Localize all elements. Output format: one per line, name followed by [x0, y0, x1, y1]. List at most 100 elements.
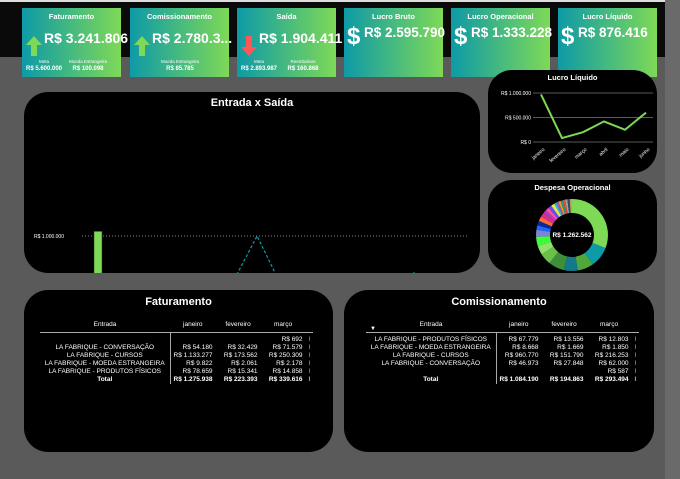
table-title: Comissionamento: [451, 296, 547, 308]
x-tick-label: fevereiro: [549, 147, 568, 164]
donut-slice: [575, 252, 593, 271]
comissionamento-table: Entrada janeiro fevereiro março LA FABRIQUE …: [366, 321, 640, 384]
table-row: LA FABRIQUE - CURSOS R$ 960.770 R$ 151.790…: [366, 351, 639, 360]
donut-slice: [545, 207, 558, 220]
table-row: LA FABRIQUE - CONVERSAÇÃO R$ 46.973 R$ 27.…: [366, 359, 639, 368]
kpi-sub-label: Moeda Estrangeira: [160, 59, 200, 64]
lucro-liquido-panel: Lucro Líquido R$ 1.000.000 R$ 500.000 R$ 0…: [488, 70, 657, 173]
comissionamento-panel: Comissionamento ▼ Entrada janeiro fevereir…: [344, 290, 654, 452]
cell-value: R$ 71.579: [272, 343, 303, 351]
row-label: [40, 335, 171, 344]
column-header[interactable]: março: [586, 321, 632, 333]
donut-slice: [549, 252, 568, 271]
cell-value: [170, 336, 216, 344]
donut-slice: [554, 202, 563, 216]
column-header[interactable]: março: [260, 321, 306, 333]
donut-slice: [558, 200, 565, 215]
donut-slice: [541, 246, 559, 263]
table-row: LA FABRIQUE - PRODUTOS FÍSICOS R$ 67.779 R…: [366, 335, 639, 344]
kpi-title: Comissionamento: [146, 12, 212, 21]
cell-value: R$ 9.822: [186, 359, 213, 367]
cell-value: R$ 339.616: [268, 375, 303, 383]
donut-slice: [563, 256, 578, 271]
cell-value: R$ 15.341: [227, 367, 258, 375]
cell-value: R$ 46.973: [508, 359, 539, 367]
kpi-sub-value: R$ 5.600.000: [25, 66, 63, 72]
table-row: LA FABRIQUE - PRODUTOS FÍSICOS R$ 78.659 R…: [40, 367, 313, 376]
donut-slice: [543, 210, 557, 222]
chart-title: Lucro Líquido: [547, 73, 598, 82]
arrow-up-icon: [26, 36, 42, 56]
arrow-down-icon: [241, 36, 257, 56]
kpi-value: R$ 2.595.790: [364, 25, 446, 40]
cell-value: R$ 27.848: [553, 359, 584, 367]
row-label: LA FABRIQUE - PRODUTOS FÍSICOS: [366, 335, 497, 344]
column-header[interactable]: Entrada: [366, 321, 496, 333]
scrollbar-strip: [665, 0, 680, 479]
kpi-title: Saída: [276, 12, 297, 21]
arrow-up-icon: [134, 36, 150, 56]
cell-value: R$ 1.669: [557, 343, 584, 351]
donut-slice: [572, 199, 608, 249]
kpi-sub-value: R$ 100.098: [72, 66, 104, 72]
cell-value: R$ 67.779: [508, 335, 539, 343]
donut-slice: [569, 199, 572, 214]
dollar-icon: $: [561, 23, 575, 50]
y-tick-label: R$ 500.000: [505, 116, 531, 122]
cell-value: [216, 336, 261, 344]
donut-slice: [541, 212, 555, 224]
cell-value: R$ 14.858: [272, 367, 303, 375]
cell-value: R$ 1.850: [602, 343, 629, 351]
faturamento-table: Entrada janeiro fevereiro março R$ 692 I LA FA…: [40, 321, 314, 384]
lucro-line: [540, 94, 647, 140]
x-tick-label: abril: [598, 147, 609, 158]
column-header[interactable]: fevereiro: [541, 321, 587, 333]
row-label: LA FABRIQUE - PRODUTOS FÍSICOS: [40, 367, 171, 376]
x-tick-label: janeiro: [530, 147, 546, 162]
dollar-icon: $: [454, 23, 468, 50]
cell-value: R$ 587: [607, 367, 629, 375]
cell-value: R$ 62.000: [598, 359, 629, 367]
donut-slice: [562, 199, 568, 214]
column-header[interactable]: janeiro: [496, 321, 542, 333]
kpi-sub-label: Meta: [38, 59, 49, 64]
kpi-sub-label: Meta: [253, 59, 264, 64]
cell-value: [496, 368, 542, 376]
table-row: LA FABRIQUE - CURSOS R$ 1.133.277 R$ 173.5…: [40, 351, 313, 360]
kpi-sub-value: R$ 2.893.987: [240, 66, 278, 72]
dollar-icon: $: [347, 23, 361, 50]
donut-slice: [537, 220, 552, 230]
y-tick-label: R$ 1.000.000: [34, 234, 64, 240]
row-label: Total: [40, 375, 171, 384]
kpi-sub-value: R$ 85.785: [166, 66, 194, 72]
cell-value: R$ 32.429: [227, 343, 258, 351]
table-row: Total R$ 1.275.938 R$ 223.393 R$ 339.616 I: [40, 375, 313, 384]
x-tick-label: maio: [618, 147, 630, 159]
row-label: Total: [366, 375, 497, 384]
despesa-donut-chart: R$ 1.262.562: [536, 199, 608, 271]
donut-slice: [556, 201, 564, 216]
kpi-card-0: Faturamento R$ 3.241.806 Meta R$ 5.600.000 M…: [22, 8, 128, 77]
donut-slice: [548, 205, 560, 219]
kpi-card-1: Comissionamento R$ 2.780.3... Moeda Estran…: [130, 8, 233, 77]
column-header[interactable]: Entrada: [40, 321, 170, 333]
cell-value: R$ 960.770: [504, 351, 539, 359]
kpi-sub-label: Moeda Estrangeira: [68, 59, 108, 64]
cell-value: R$ 1.084.190: [499, 375, 539, 383]
column-header[interactable]: janeiro: [170, 321, 216, 333]
row-label: LA FABRIQUE - CONVERSAÇÃO: [40, 343, 171, 352]
cell-value: R$ 78.659: [182, 367, 213, 375]
row-label: LA FABRIQUE - CURSOS: [366, 351, 497, 360]
column-header[interactable]: fevereiro: [215, 321, 261, 333]
kpi-value: R$ 1.904.411: [259, 30, 343, 46]
kpi-card-5: Lucro Líquido $ R$ 876.416: [558, 8, 657, 77]
table-row: LA FABRIQUE - MOEDA ESTRANGEIRA R$ 8.668 R…: [366, 343, 639, 352]
kpi-title: Faturamento: [48, 12, 95, 21]
cell-value: R$ 2.061: [231, 359, 258, 367]
kpi-value: R$ 2.780.3...: [152, 30, 233, 46]
table-row: R$ 692 I: [40, 335, 313, 344]
y-tick-label: R$ 0: [520, 140, 531, 146]
donut-center-label: R$ 1.262.562: [552, 232, 591, 239]
kpi-value: R$ 876.416: [578, 25, 648, 40]
